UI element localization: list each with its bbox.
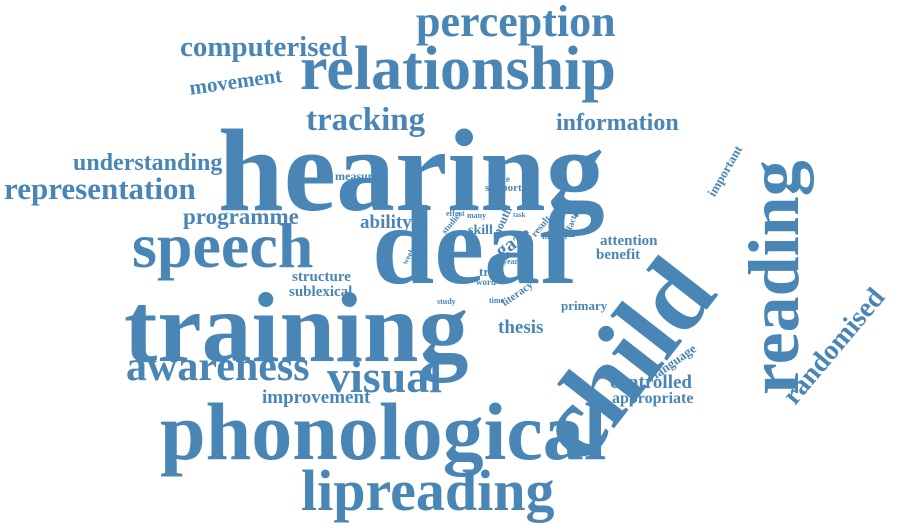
- word-information: information: [556, 110, 679, 136]
- word-skill: skill: [468, 223, 493, 238]
- word-phonological: phonological: [160, 386, 607, 477]
- word-representation: representation: [4, 171, 196, 206]
- word-sublexical: sublexical: [289, 284, 353, 300]
- word-movement: movement: [187, 63, 284, 100]
- word-speech: speech: [132, 210, 314, 281]
- word-computerised: computerised: [180, 31, 348, 63]
- word-appropriate: appropriate: [612, 390, 694, 407]
- word-trial: trial: [479, 264, 503, 279]
- word-support: support: [485, 182, 522, 194]
- word-perception: perception: [416, 0, 616, 46]
- word-relationship: relationship: [300, 35, 616, 103]
- word-programme: programme: [183, 204, 299, 229]
- word-improvement: improvement: [262, 387, 371, 408]
- word-year: year: [503, 257, 519, 266]
- word-relate: relate: [488, 174, 510, 184]
- word-many: many: [467, 211, 487, 220]
- word-effect: effect: [446, 209, 465, 218]
- word-month: month: [542, 231, 568, 241]
- word-lipreading: lipreading: [301, 458, 555, 523]
- word-task: task: [513, 211, 526, 219]
- word-controlled: controlled: [610, 372, 692, 393]
- word-benefit: benefit: [596, 247, 641, 263]
- word-acc: acc: [441, 251, 453, 260]
- word-time: time: [489, 296, 505, 305]
- word-structure: structure: [292, 269, 351, 285]
- word-training: training: [124, 272, 469, 383]
- word-ability: ability: [360, 212, 412, 233]
- word-visual: visual: [327, 351, 443, 402]
- word-thesis: thesis: [498, 317, 544, 338]
- word-hearing: hearing: [218, 105, 605, 236]
- word-measure: measure: [335, 169, 379, 183]
- word-awareness: awareness: [126, 344, 310, 390]
- word-attention: attention: [600, 233, 658, 249]
- word-study: study: [437, 297, 456, 306]
- word-reading: reading: [734, 160, 814, 395]
- word-understanding: understanding: [73, 150, 223, 176]
- word-tracking: tracking: [306, 102, 426, 138]
- word-word: word: [476, 277, 496, 287]
- word-primary: primary: [561, 298, 608, 313]
- word-deaf: deaf: [372, 184, 578, 308]
